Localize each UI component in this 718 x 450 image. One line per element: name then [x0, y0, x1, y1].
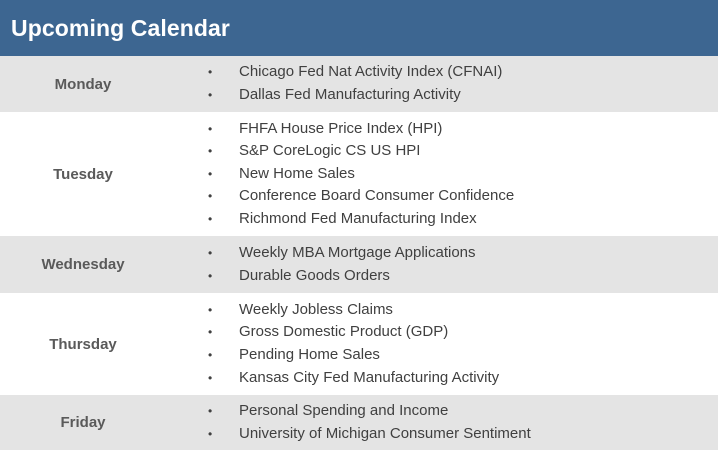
event-item: • FHFA House Price Index (HPI) — [166, 118, 718, 141]
event-label: FHFA House Price Index (HPI) — [239, 119, 443, 137]
event-item: • Chicago Fed Nat Activity Index (CFNAI) — [166, 61, 718, 84]
day-label: Thursday — [49, 335, 117, 353]
event-list: • Chicago Fed Nat Activity Index (CFNAI) •… — [166, 56, 718, 112]
event-label: Pending Home Sales — [239, 346, 380, 363]
calendar-header: Upcoming Calendar — [0, 0, 718, 56]
event-item: • University of Michigan Consumer Sentime… — [166, 423, 718, 446]
calendar-row-monday: Monday • Chicago Fed Nat Activity Index (C… — [0, 56, 718, 112]
calendar-row-wednesday: Wednesday • Weekly MBA Mortgage Applicatio… — [0, 236, 718, 293]
calendar-rows: Monday • Chicago Fed Nat Activity Index (C… — [0, 56, 718, 450]
event-label: Richmond Fed Manufacturing Index — [239, 209, 477, 227]
event-item: • Gross Domestic Product (GDP) — [166, 321, 718, 344]
event-item: • Personal Spending and Income — [166, 400, 718, 423]
bullet-icon: • — [208, 245, 213, 260]
event-label: Gross Domestic Product (GDP) — [239, 323, 449, 341]
calendar-title: Upcoming Calendar — [11, 14, 230, 41]
bullet-icon: • — [208, 370, 213, 385]
bullet-icon: • — [208, 302, 213, 317]
event-label: Weekly MBA Mortgage Applications — [239, 243, 476, 261]
bullet-icon: • — [208, 189, 213, 204]
event-item: • Pending Home Sales — [166, 344, 718, 367]
event-item: • Richmond Fed Manufacturing Index — [166, 208, 718, 231]
bullet-icon: • — [208, 144, 213, 159]
event-list: • Weekly Jobless Claims • Gross Domestic Pr… — [166, 293, 718, 395]
event-list: • Weekly MBA Mortgage Applications • Durabl… — [166, 236, 718, 293]
event-item: • New Home Sales — [166, 163, 718, 186]
day-label: Wednesday — [41, 256, 125, 273]
calendar-row-friday: Friday • Personal Spending and Income • Univ… — [0, 395, 718, 450]
bullet-icon: • — [208, 65, 213, 80]
event-label: Kansas City Fed Manufacturing Activity — [239, 368, 500, 386]
event-label: New Home Sales — [239, 164, 355, 182]
day-label: Monday — [54, 75, 112, 93]
event-item: • Weekly Jobless Claims — [166, 299, 718, 322]
bullet-icon: • — [208, 426, 213, 441]
event-item: • S&P CoreLogic CS US HPI — [166, 140, 718, 163]
event-label: Durable Goods Orders — [239, 266, 390, 284]
event-list: • FHFA House Price Index (HPI) • S&P CoreLo… — [166, 112, 718, 236]
bullet-icon: • — [208, 166, 213, 181]
bullet-icon: • — [208, 211, 213, 226]
bullet-icon: • — [208, 121, 213, 136]
event-item: • Kansas City Fed Manufacturing Activity — [166, 367, 718, 390]
event-label: Chicago Fed Nat Activity Index (CFNAI) — [239, 63, 503, 81]
event-label: S&P CoreLogic CS US HPI — [239, 142, 421, 160]
event-item: • Conference Board Consumer Confidence — [166, 185, 718, 208]
event-item: • Weekly MBA Mortgage Applications — [166, 242, 718, 265]
event-label: Conference Board Consumer Confidence — [239, 187, 515, 205]
bullet-icon: • — [208, 348, 213, 362]
event-label: Dallas Fed Manufacturing Activity — [239, 86, 461, 103]
calendar-row-tuesday: Tuesday • FHFA House Price Index (HPI) • S&P… — [0, 112, 718, 236]
event-label: University of Michigan Consumer Sentimen… — [239, 424, 531, 442]
bullet-icon: • — [208, 403, 213, 418]
event-label: Personal Spending and Income — [239, 401, 449, 419]
calendar-row-thursday: Thursday • Weekly Jobless Claims • Gross Dom… — [0, 293, 718, 395]
bullet-icon: • — [208, 325, 213, 340]
day-label: Friday — [60, 414, 106, 431]
event-item: • Durable Goods Orders — [166, 265, 718, 288]
bullet-icon: • — [208, 88, 213, 102]
event-list: • Personal Spending and Income • University… — [166, 395, 718, 450]
event-label: Weekly Jobless Claims — [239, 300, 393, 318]
day-label: Tuesday — [53, 165, 113, 183]
event-item: • Dallas Fed Manufacturing Activity — [166, 84, 718, 107]
bullet-icon: • — [208, 268, 213, 283]
